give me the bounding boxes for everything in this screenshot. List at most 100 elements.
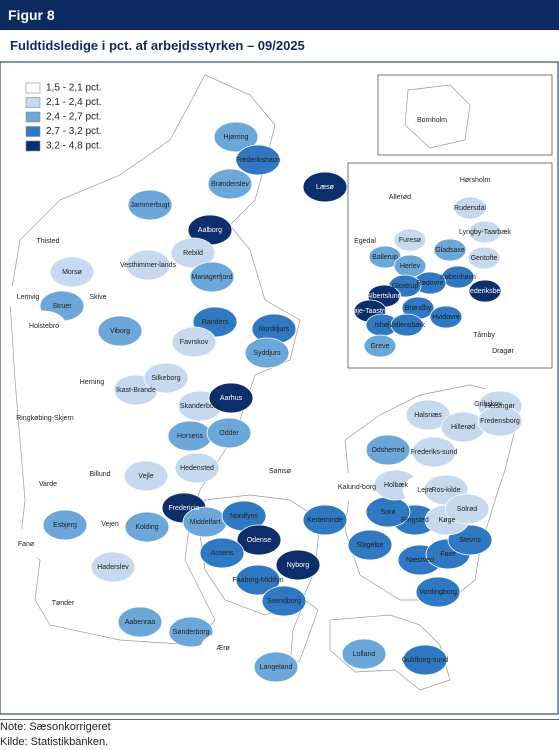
region-label: Vesthimmer-lands — [120, 262, 177, 269]
region — [275, 549, 321, 581]
region-label: Holstebro — [29, 323, 59, 330]
region-label: København — [440, 274, 476, 281]
region-label: Albertslund — [366, 293, 401, 300]
region-label: Slagelse — [357, 542, 384, 549]
region — [365, 434, 411, 466]
region-label: Thisted — [37, 238, 60, 245]
region-label: Syddjurs — [253, 350, 281, 357]
legend-label: 2,7 - 3,2 pct. — [46, 126, 102, 137]
region — [25, 468, 71, 500]
region-label: Favrskov — [180, 339, 209, 346]
region-label: Struer — [52, 303, 72, 310]
region — [405, 104, 459, 136]
region-label: Rudersdal — [454, 205, 486, 212]
region-label: Helsingør — [485, 403, 516, 410]
region — [261, 585, 307, 617]
region-label: Egedal — [354, 238, 376, 245]
region-label: Næstved — [406, 557, 434, 564]
region — [444, 493, 490, 525]
legend-label: 3,2 - 4,8 pct. — [46, 141, 102, 152]
region — [486, 339, 520, 363]
legend-label: 1,5 - 2,1 pct. — [46, 83, 102, 94]
legend-label: 2,4 - 2,7 pct. — [46, 112, 102, 123]
region-label: Vejle — [138, 473, 153, 480]
map-frame — [0, 61, 559, 715]
region-label: Hillerød — [451, 424, 475, 431]
region — [390, 313, 424, 337]
region — [206, 417, 252, 449]
legend-swatch — [25, 97, 41, 108]
region-label: Tønder — [52, 600, 75, 607]
region-label: Kerteminde — [307, 517, 343, 524]
region-label: Langeland — [260, 664, 293, 671]
region-label: Lolland — [353, 651, 376, 658]
region — [468, 279, 502, 303]
region-label: Assens — [211, 550, 234, 557]
region-label: Viborg — [110, 328, 130, 335]
region — [429, 305, 463, 329]
region — [415, 576, 461, 608]
region-label: Fredericia — [168, 505, 199, 512]
region-label: Faxe — [440, 551, 456, 558]
region — [341, 638, 387, 670]
region-label: Norddjurs — [259, 326, 290, 333]
region-label: Kalund-borg — [338, 484, 376, 491]
region-label: Herning — [80, 379, 105, 386]
region — [170, 237, 216, 269]
region — [97, 315, 143, 347]
region-label: Bornholm — [417, 117, 447, 124]
notes: Note: Sæsonkorrigeret Kilde: Statistikban… — [0, 719, 559, 750]
region — [383, 185, 417, 209]
region-label: Faaborg-Midtfyn — [233, 577, 284, 584]
region — [411, 436, 457, 468]
region-label: Lyngby-Taarbæk — [459, 229, 511, 236]
legend-label: 2,1 - 2,4 pct. — [46, 97, 102, 108]
region-label: Høje-Taastrup — [348, 308, 392, 315]
regions — [3, 104, 523, 683]
region-label: Aarhus — [220, 395, 243, 402]
region — [235, 564, 281, 596]
region — [143, 362, 189, 394]
region-label: Vallensbæk — [389, 322, 426, 329]
region — [302, 504, 348, 536]
region — [200, 632, 246, 664]
region-label: Lemvig — [17, 294, 40, 301]
region-label: Hvidovre — [432, 314, 460, 321]
region — [77, 458, 123, 490]
region — [213, 121, 259, 153]
region — [168, 616, 214, 648]
region — [467, 246, 501, 270]
region-label: Billund — [89, 471, 110, 478]
region-label: Skive — [89, 294, 106, 301]
region-label: Ikast-Brande — [116, 387, 156, 394]
region-label: Aabenraa — [125, 619, 155, 626]
region — [69, 366, 115, 398]
region — [171, 326, 217, 358]
region — [363, 334, 397, 358]
region-label: Glostrup — [392, 283, 419, 290]
region — [3, 528, 49, 560]
region-label: Aalborg — [198, 227, 222, 234]
region — [236, 524, 282, 556]
region — [393, 228, 427, 252]
region — [40, 587, 86, 619]
region — [433, 238, 467, 262]
region-label: Nordfyns — [230, 513, 259, 520]
region-label: Fredensborg — [480, 418, 520, 425]
map-title: Fuldtidsledige i pct. af arbejdsstyrken … — [10, 38, 305, 53]
region-label: Jammerbugt — [131, 202, 170, 209]
region-label: Frederiks-sund — [411, 449, 458, 456]
region — [235, 144, 281, 176]
region-label: Haderslev — [97, 564, 129, 571]
region-label: Rødovre — [417, 280, 444, 287]
region-label: Fanø — [18, 541, 35, 548]
map: 1,5 - 2,1 pct. 2,1 - 2,4 pct. 2,4 - 2,7 pc… — [0, 61, 559, 715]
region-label: Morsø — [62, 269, 83, 276]
region — [348, 229, 382, 253]
region — [477, 405, 523, 437]
legend-swatch — [25, 82, 41, 94]
region-label: Hjørring — [224, 134, 249, 141]
region-label: Frederiksberg — [463, 288, 506, 295]
legend-swatch — [25, 140, 41, 152]
region — [199, 537, 245, 569]
